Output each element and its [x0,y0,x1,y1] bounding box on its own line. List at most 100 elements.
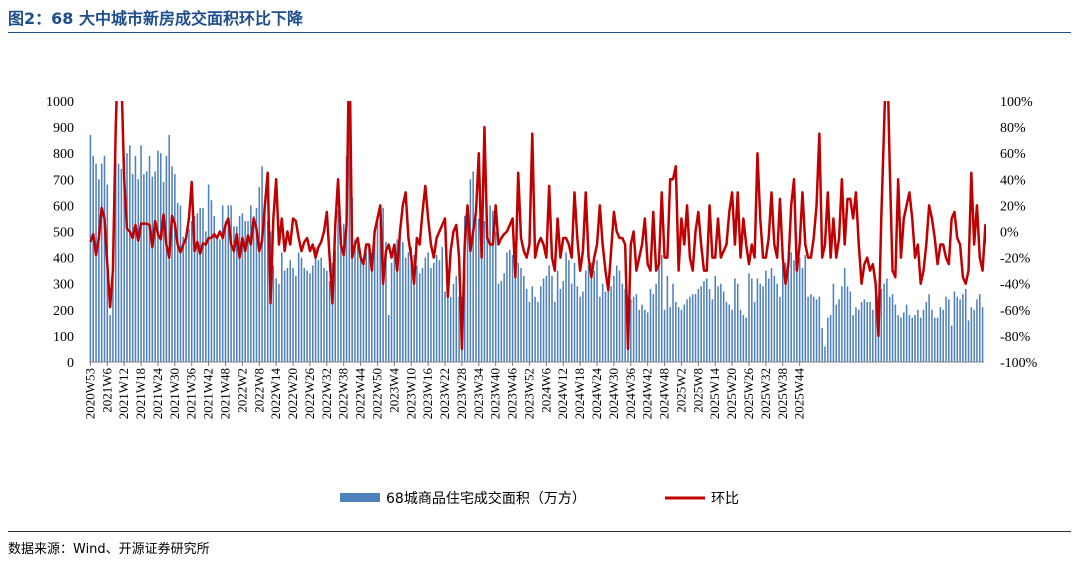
x-axis-tick-label: 2020W53 [82,368,97,419]
bar-mark [354,239,356,362]
bar-mark [362,257,365,362]
bar-mark [359,254,362,362]
bar-mark [199,208,201,362]
bar-mark [742,315,745,362]
bar-mark [404,257,407,362]
bar-mark [641,304,643,362]
bar-mark [365,252,367,362]
bar-mark [266,221,269,362]
bar-mark [545,275,548,362]
bar-mark [165,155,168,362]
bar-mark [694,294,697,362]
bar-mark [874,294,877,362]
bar-mark [610,286,612,362]
bar-mark [281,252,283,362]
bar-mark [773,275,776,362]
bar-mark [120,168,123,362]
bar-mark [790,252,792,362]
bar-mark [503,273,505,362]
bar-mark [953,291,956,362]
bar-mark [579,296,581,362]
bar-mark [264,208,266,362]
bar-mark [331,262,334,362]
bar-mark [739,309,742,362]
bar-mark [171,166,173,362]
bar-mark [157,150,159,362]
bar-mark [964,288,967,362]
bar-mark [911,317,914,362]
bar-mark [345,155,348,362]
x-axis-tick-label: 2021W18 [133,368,148,419]
bar-mark [630,299,632,362]
bar-mark [981,307,984,362]
x-axis-tick-label: 2023W4 [386,368,401,413]
bar-mark [697,288,700,362]
bar-mark [441,247,443,362]
bar-mark [663,309,666,362]
bar-mark [255,208,258,362]
bar-mark [604,291,607,362]
bar-mark [801,268,804,362]
bar-mark [410,247,413,362]
bar-mark [103,155,106,362]
bar-mark [703,281,705,362]
bar-mark [314,247,317,362]
bar-mark [328,281,331,362]
x-axis-tick-label: 2024W12 [555,368,570,419]
bar-mark [666,275,669,362]
bar-mark [857,309,860,362]
bar-mark [582,291,584,362]
x-axis-tick-label: 2023W46 [505,368,520,420]
bar-mark [447,296,449,362]
bar-mark [497,283,500,362]
bar-mark [959,299,961,362]
bar-mark [309,273,311,362]
bar-mark [100,163,103,362]
x-axis-tick-label: 2023W40 [488,368,503,419]
bar-mark [615,265,618,362]
bar-mark [520,268,522,362]
bar-mark [939,307,942,362]
x-axis-tick-label: 2023W22 [437,368,452,419]
bar-mark [523,275,525,362]
bar-mark [233,226,235,362]
bar-mark [337,210,339,362]
bar-mark [235,226,238,362]
x-axis-tick-label: 2025W8 [690,368,705,413]
bar-mark [798,257,801,362]
bar-mark [162,181,165,362]
bar-mark [689,296,691,362]
bar-mark [601,283,604,362]
line-series-group [89,101,986,351]
bar-mark [129,145,131,362]
bar-mark [511,254,514,362]
bar-mark [320,257,322,362]
bar-mark [613,275,615,362]
bar-mark [475,218,477,362]
bar-mark [587,265,590,362]
bar-mark [736,283,739,362]
bar-mark [658,265,660,362]
bar-mark [855,307,857,362]
bar-mark [258,187,261,362]
bar-mark [542,278,545,362]
bar-mark [311,265,314,362]
left-axis-tick-label: 500 [53,226,74,241]
bar-mark [95,163,97,362]
bar-mark [646,312,649,362]
bar-mark [492,210,494,362]
bar-mark [593,270,595,362]
x-axis-tick-label: 2024W30 [606,368,621,419]
left-axis-tick-label: 400 [53,252,74,267]
bar-mark [295,275,297,362]
bar-mark [98,179,100,362]
bar-mark [708,288,711,362]
bar-mark [956,296,959,362]
x-axis-tick-label: 2024W18 [572,368,587,419]
left-axis-tick-label: 900 [53,121,74,136]
bar-mark [539,286,542,362]
bar-mark [478,218,480,362]
bar-mark [751,278,753,362]
bar-mark [810,294,812,362]
chart-svg: 0 100 200 300 400 500 600 700 800 900 1000 -100% -80… [46,95,1038,507]
